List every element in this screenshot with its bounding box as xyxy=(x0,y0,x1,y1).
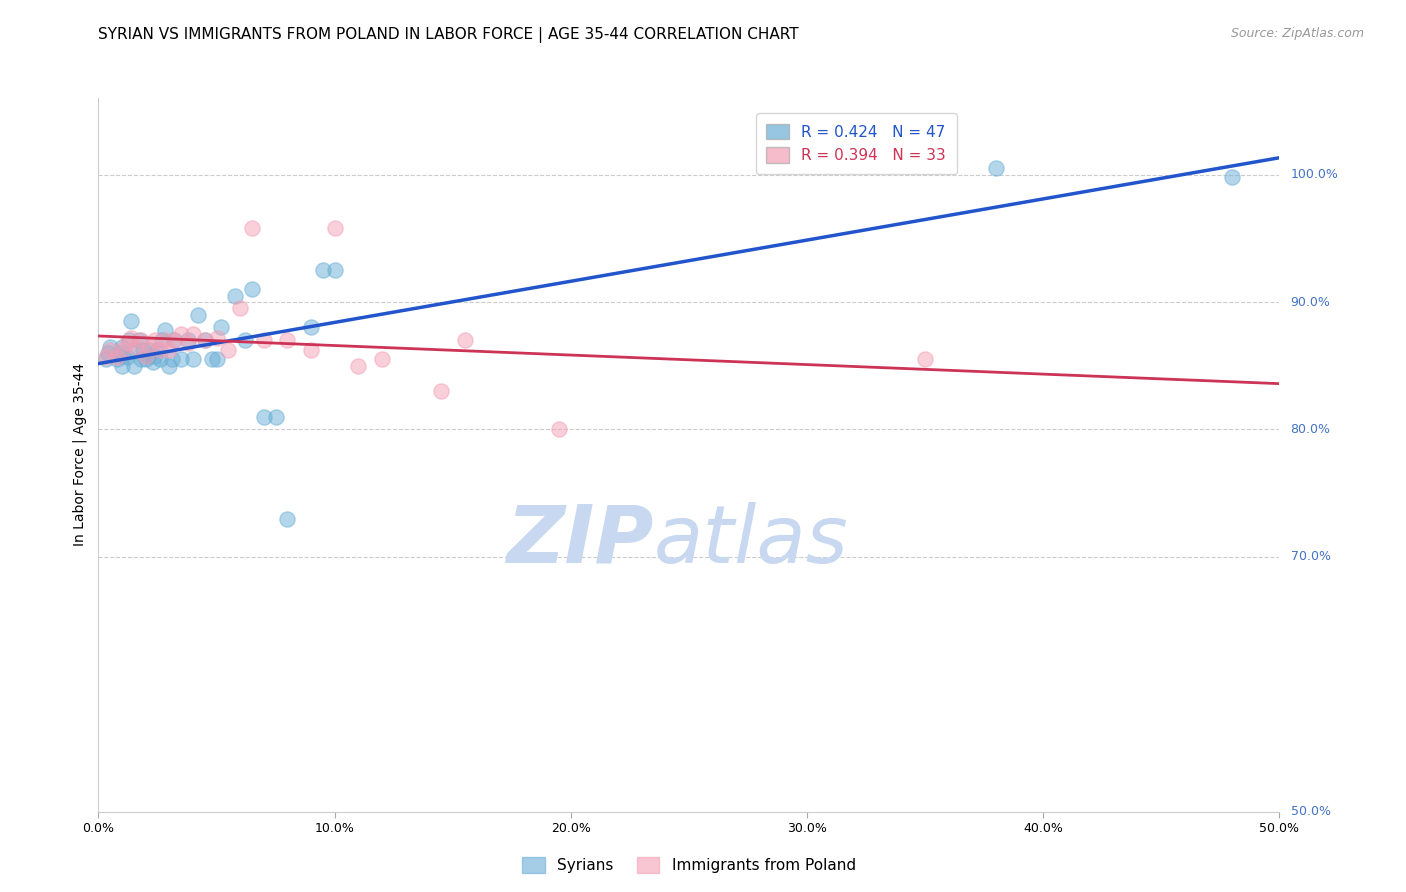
Point xyxy=(253,333,276,347)
Point xyxy=(160,352,183,367)
Point xyxy=(129,333,152,347)
Point xyxy=(135,352,157,367)
Text: 70.0%: 70.0% xyxy=(1291,550,1330,564)
Point xyxy=(177,335,200,350)
Point xyxy=(170,352,193,367)
Text: 50.0%: 50.0% xyxy=(1291,805,1330,818)
Point xyxy=(276,333,298,347)
Text: 80.0%: 80.0% xyxy=(1291,423,1330,436)
Point xyxy=(299,320,322,334)
Point xyxy=(194,333,217,347)
Point xyxy=(139,343,162,358)
Point xyxy=(125,343,148,358)
Point xyxy=(143,349,166,363)
Point xyxy=(105,352,128,367)
Point xyxy=(323,263,346,277)
Text: ZIP: ZIP xyxy=(506,501,654,580)
Point xyxy=(97,346,120,360)
Point xyxy=(194,333,217,347)
Point xyxy=(98,343,121,358)
Point xyxy=(111,359,134,373)
Point xyxy=(984,161,1007,176)
Point xyxy=(142,355,165,369)
Point xyxy=(177,333,200,347)
Point xyxy=(146,343,169,358)
Point xyxy=(224,288,246,302)
Point xyxy=(253,409,276,424)
Point xyxy=(149,352,172,367)
Point xyxy=(276,511,298,525)
Point xyxy=(157,359,180,373)
Text: atlas: atlas xyxy=(654,501,848,580)
Point xyxy=(209,320,232,334)
Point xyxy=(153,323,176,337)
Point xyxy=(111,340,134,354)
Point xyxy=(371,352,394,367)
Point xyxy=(115,350,138,364)
Point xyxy=(98,340,121,354)
Point xyxy=(240,282,263,296)
Point xyxy=(118,333,141,347)
Point xyxy=(548,422,571,436)
Point xyxy=(121,331,143,345)
Point xyxy=(94,350,117,364)
Point xyxy=(121,314,143,328)
Point xyxy=(312,263,335,277)
Point xyxy=(347,359,370,373)
Point xyxy=(128,333,150,347)
Point xyxy=(240,221,263,235)
Point xyxy=(153,333,176,347)
Text: Source: ZipAtlas.com: Source: ZipAtlas.com xyxy=(1230,27,1364,40)
Point xyxy=(163,333,186,347)
Point xyxy=(229,301,252,316)
Legend: Syrians, Immigrants from Poland: Syrians, Immigrants from Poland xyxy=(513,848,865,882)
Point xyxy=(181,326,204,341)
Point xyxy=(914,352,936,367)
Text: 90.0%: 90.0% xyxy=(1291,295,1330,309)
Point xyxy=(139,340,162,354)
Text: 100.0%: 100.0% xyxy=(1291,168,1339,181)
Point xyxy=(132,343,155,358)
Point xyxy=(187,308,209,322)
Point xyxy=(217,343,239,358)
Point xyxy=(233,333,256,347)
Point xyxy=(181,352,204,367)
Point xyxy=(150,333,173,347)
Point xyxy=(1220,170,1243,185)
Point xyxy=(111,343,134,358)
Point xyxy=(157,343,180,358)
Point xyxy=(264,409,287,424)
Point xyxy=(136,349,159,363)
Text: SYRIAN VS IMMIGRANTS FROM POLAND IN LABOR FORCE | AGE 35-44 CORRELATION CHART: SYRIAN VS IMMIGRANTS FROM POLAND IN LABO… xyxy=(98,27,799,43)
Point xyxy=(205,352,228,367)
Point xyxy=(125,340,148,354)
Point xyxy=(105,350,128,364)
Point xyxy=(205,331,228,345)
Point xyxy=(115,335,138,350)
Point xyxy=(143,333,166,347)
Point xyxy=(201,352,224,367)
Point xyxy=(163,333,186,347)
Y-axis label: In Labor Force | Age 35-44: In Labor Force | Age 35-44 xyxy=(73,363,87,547)
Point xyxy=(453,333,475,347)
Point xyxy=(299,343,322,358)
Point xyxy=(170,326,193,341)
Point xyxy=(94,352,117,367)
Point xyxy=(135,349,157,363)
Point xyxy=(111,349,134,363)
Point xyxy=(149,343,172,358)
Point xyxy=(108,346,131,360)
Point xyxy=(323,221,346,235)
Point xyxy=(430,384,453,399)
Point xyxy=(122,359,145,373)
Point xyxy=(129,352,152,367)
